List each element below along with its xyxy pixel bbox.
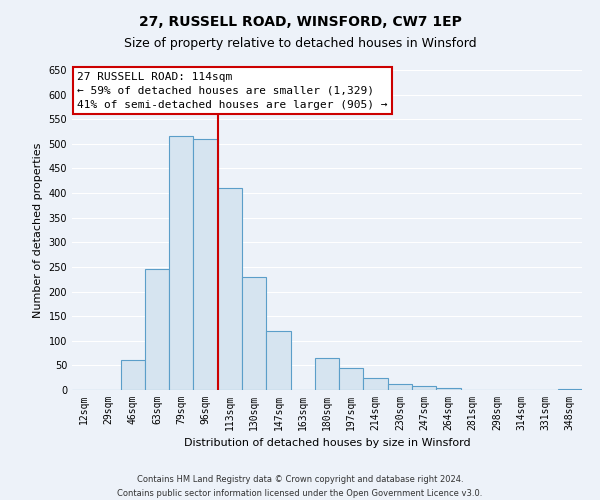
Bar	[169, 136, 193, 390]
Bar	[364, 378, 388, 390]
Bar	[193, 139, 218, 390]
Bar	[266, 331, 290, 390]
Text: Size of property relative to detached houses in Winsford: Size of property relative to detached ho…	[124, 38, 476, 51]
Bar	[315, 358, 339, 390]
X-axis label: Distribution of detached houses by size in Winsford: Distribution of detached houses by size …	[184, 438, 470, 448]
Text: 27 RUSSELL ROAD: 114sqm
← 59% of detached houses are smaller (1,329)
41% of semi: 27 RUSSELL ROAD: 114sqm ← 59% of detache…	[77, 72, 388, 110]
Bar	[145, 270, 169, 390]
Bar	[558, 388, 582, 390]
Bar	[242, 277, 266, 390]
Bar	[218, 188, 242, 390]
Y-axis label: Number of detached properties: Number of detached properties	[33, 142, 43, 318]
Bar	[388, 384, 412, 390]
Bar	[339, 368, 364, 390]
Text: Contains HM Land Registry data © Crown copyright and database right 2024.
Contai: Contains HM Land Registry data © Crown c…	[118, 476, 482, 498]
Bar	[412, 386, 436, 390]
Bar	[436, 388, 461, 390]
Text: 27, RUSSELL ROAD, WINSFORD, CW7 1EP: 27, RUSSELL ROAD, WINSFORD, CW7 1EP	[139, 15, 461, 29]
Bar	[121, 360, 145, 390]
